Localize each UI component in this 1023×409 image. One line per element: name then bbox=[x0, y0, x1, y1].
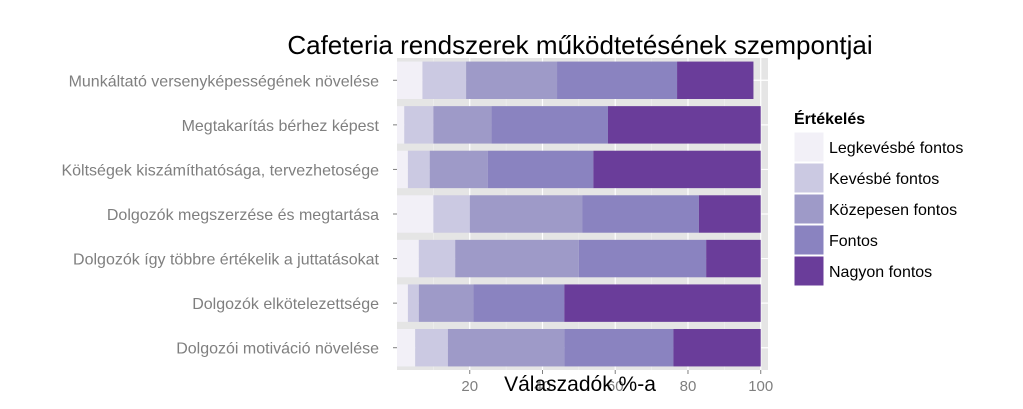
bar-segment bbox=[397, 284, 408, 322]
bar-segment bbox=[433, 195, 470, 233]
bar-segment bbox=[564, 284, 761, 322]
bar-segment bbox=[407, 284, 419, 322]
category-label: Munkáltató versenyképességének növelése bbox=[69, 73, 380, 90]
bar-segment bbox=[455, 239, 579, 278]
legend-label: Nagyon fontos bbox=[829, 264, 932, 281]
bar-segment bbox=[397, 195, 434, 233]
x-tick-label: 40 bbox=[534, 378, 551, 395]
bar-segment bbox=[447, 328, 565, 367]
legend-label: Kevésbé fontos bbox=[829, 171, 939, 188]
x-tick-label: 20 bbox=[461, 378, 478, 395]
category-label: Dolgozói motiváció növelése bbox=[176, 341, 379, 358]
bar-segment bbox=[466, 61, 558, 100]
bar-segment bbox=[418, 284, 474, 322]
legend-label: Közepesen fontos bbox=[829, 202, 957, 219]
x-tick-label: 100 bbox=[748, 378, 773, 395]
bar-segment bbox=[429, 150, 488, 189]
bar-segment bbox=[415, 328, 448, 367]
legend-key bbox=[793, 131, 825, 163]
bar-segment bbox=[473, 284, 565, 322]
legend-key bbox=[793, 162, 825, 194]
category-label: Dolgozók megszerzése és megtartása bbox=[107, 207, 379, 224]
bar-segment bbox=[491, 106, 608, 144]
x-axis-title: Válaszadók %-a bbox=[504, 373, 656, 396]
x-axis-ticks: 20 40 60 80 100 bbox=[461, 370, 773, 395]
bar-segment bbox=[698, 195, 761, 233]
category-label: Költségek kiszámíthatósága, tervezhetosé… bbox=[61, 162, 379, 179]
chart-title: Cafeteria rendszerek működtetésének szem… bbox=[287, 30, 872, 60]
bar-segment bbox=[607, 106, 761, 144]
bar-segment bbox=[397, 61, 423, 100]
category-label: Dolgozók így többre értékelik a juttatás… bbox=[73, 252, 380, 269]
legend-label: Legkevésbé fontos bbox=[829, 140, 963, 157]
category-label: Megtakarítás bérhez képest bbox=[182, 118, 380, 135]
bar-segment bbox=[593, 150, 761, 189]
legend-key bbox=[793, 193, 825, 225]
bar-segment bbox=[407, 150, 430, 189]
bar-segment bbox=[433, 106, 492, 144]
legend-label: Fontos bbox=[829, 233, 878, 250]
legend: Értékelés Legkevésbé fontos Kevésbé fonto… bbox=[793, 109, 963, 287]
bar-segment bbox=[677, 61, 754, 100]
bar-segment bbox=[582, 195, 699, 233]
bar-segment bbox=[397, 106, 405, 144]
bars bbox=[397, 61, 761, 367]
bar-segment bbox=[557, 61, 678, 100]
bar-segment bbox=[578, 239, 707, 278]
bar-segment bbox=[706, 239, 761, 278]
category-labels: Munkáltató versenyképességének növelése M… bbox=[61, 73, 397, 358]
category-label: Dolgozók elkötelezettsége bbox=[192, 296, 379, 313]
bar-segment bbox=[422, 61, 467, 100]
bar-segment bbox=[487, 150, 594, 189]
legend-key bbox=[793, 255, 825, 287]
bar-segment bbox=[397, 328, 416, 367]
legend-title: Értékelés bbox=[794, 109, 865, 128]
bar-segment bbox=[404, 106, 434, 144]
bar-segment bbox=[397, 239, 419, 278]
legend-key bbox=[793, 224, 825, 256]
bar-segment bbox=[469, 195, 583, 233]
bar-segment bbox=[564, 328, 674, 367]
bar-segment bbox=[397, 150, 408, 189]
bar-segment bbox=[673, 328, 761, 367]
x-tick-label: 80 bbox=[680, 378, 697, 395]
bar-segment bbox=[418, 239, 456, 278]
x-tick-label: 60 bbox=[607, 378, 624, 395]
